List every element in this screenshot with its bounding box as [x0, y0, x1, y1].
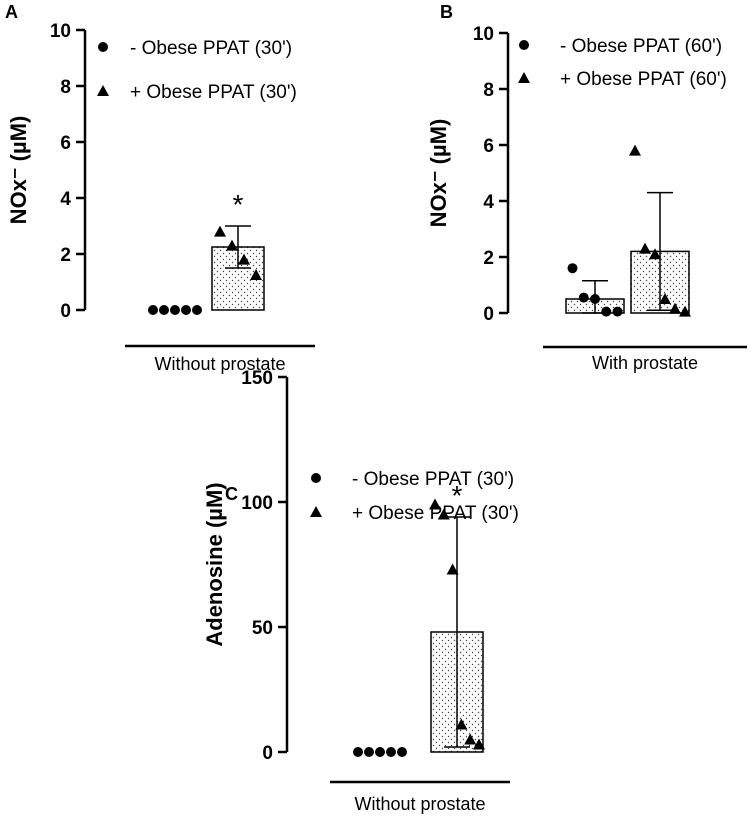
y-tick-label: 150	[241, 368, 273, 389]
y-tick-label: 0	[483, 304, 494, 325]
y-tick-label: 100	[241, 493, 273, 514]
group-label: With prostate	[592, 353, 698, 373]
data-point	[659, 293, 671, 304]
significance-marker: *	[452, 480, 463, 511]
data-point	[455, 718, 468, 730]
chart-panel-b: B 0 2 4 6 8 10 NOx⁻ (µM) - Obese PPAT (60') + Obe…	[426, 2, 747, 373]
panel-letter: C	[225, 484, 238, 504]
y-tick-label: 2	[60, 245, 71, 266]
y-tick-label: 0	[60, 301, 71, 322]
data-point	[353, 747, 363, 757]
data-point	[464, 733, 477, 745]
data-point	[578, 292, 589, 303]
data-point	[601, 306, 612, 317]
significance-marker: *	[233, 189, 244, 220]
series-2: *	[211, 189, 265, 311]
legend-entry: - Obese PPAT (60')	[560, 36, 722, 57]
data-point	[250, 269, 262, 280]
series-1	[353, 747, 407, 757]
y-axis-title: Adenosine (µM)	[202, 482, 227, 646]
y-tick-label: 4	[60, 189, 71, 210]
legend-marker-circle	[519, 40, 529, 50]
group-label: Without prostate	[354, 794, 485, 814]
data-point	[397, 747, 407, 757]
panel-letter: B	[440, 2, 453, 22]
data-point	[679, 305, 691, 317]
data-point	[148, 305, 158, 315]
data-point	[669, 302, 681, 314]
data-point	[364, 747, 374, 757]
data-point	[437, 508, 450, 520]
data-point	[612, 306, 623, 317]
chart-panel-a: A 0 2 4 6 8 10 NOx⁻ (µM) * - Obese PPAT (30') + Ob…	[5, 2, 315, 374]
y-tick-label: 10	[50, 21, 71, 42]
data-point	[590, 294, 600, 304]
y-tick-label: 10	[473, 24, 494, 45]
data-point	[386, 747, 396, 757]
data-point	[192, 305, 202, 315]
legend-entry: - Obese PPAT (30')	[130, 38, 292, 59]
y-tick-label: 6	[483, 136, 494, 157]
data-point	[181, 305, 191, 315]
legend-entry: + Obese PPAT (30')	[352, 503, 519, 524]
legend-marker-circle	[98, 42, 108, 52]
legend-marker-circle	[311, 473, 321, 483]
chart-panel-c: C 0 50 100 150 Adenosine (µM) *- Obese PPAT (3…	[202, 368, 519, 814]
data-point	[170, 305, 180, 315]
data-point	[429, 498, 441, 510]
data-point	[629, 144, 641, 156]
series-1	[565, 263, 625, 317]
y-tick-label: 50	[252, 618, 273, 639]
data-point	[159, 305, 169, 315]
legend-entry: + Obese PPAT (60')	[560, 69, 727, 90]
y-axis-title: NOx⁻ (µM)	[426, 119, 451, 228]
legend-marker-triangle	[97, 85, 109, 96]
data-point	[238, 253, 250, 265]
y-tick-label: 0	[262, 743, 273, 764]
data-point	[473, 738, 485, 750]
series-2: *	[429, 480, 485, 753]
group-label: Without prostate	[154, 354, 285, 374]
y-axis-title: NOx⁻ (µM)	[6, 116, 31, 225]
legend-marker-triangle	[518, 72, 530, 83]
y-tick-label: 8	[483, 80, 494, 101]
series-2	[629, 144, 691, 317]
y-tick-label: 8	[60, 77, 71, 98]
data-point	[214, 225, 226, 237]
y-tick-label: 6	[60, 133, 71, 154]
data-point	[446, 563, 459, 575]
panel-letter: A	[5, 2, 18, 22]
y-tick-label: 2	[483, 248, 494, 269]
legend-entry: - Obese PPAT (30')	[352, 469, 514, 490]
data-point	[649, 248, 661, 260]
y-tick-label: 4	[483, 192, 494, 213]
data-point	[567, 263, 578, 274]
data-point	[375, 747, 385, 757]
data-point	[226, 239, 238, 251]
series-1	[148, 305, 202, 315]
data-point	[639, 242, 651, 254]
legend-entry: + Obese PPAT (30')	[130, 82, 297, 103]
legend-marker-triangle	[310, 506, 322, 517]
